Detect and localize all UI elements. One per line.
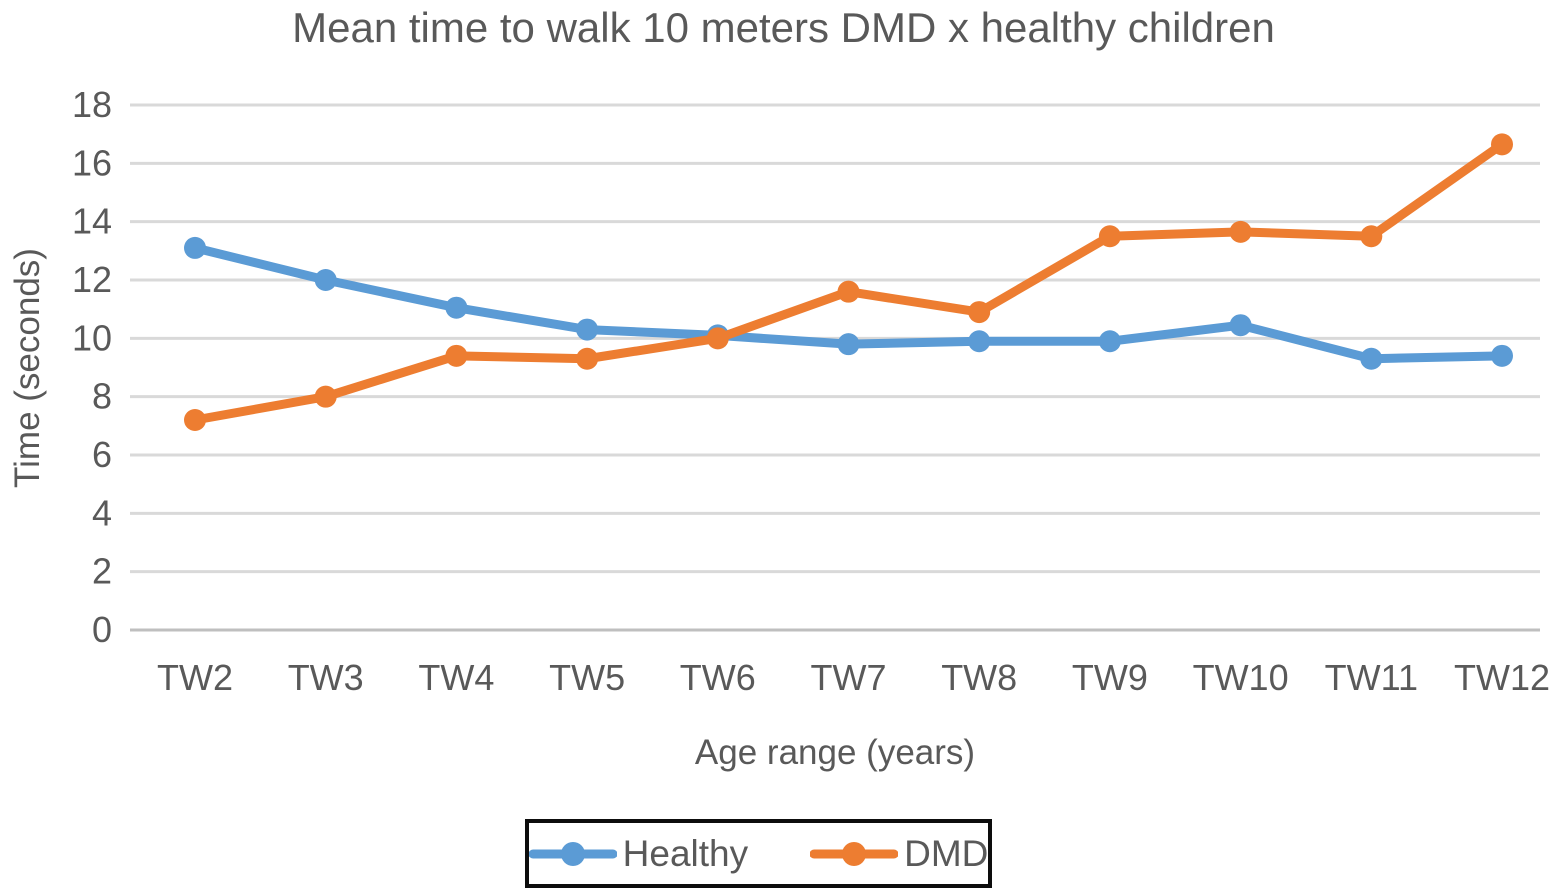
legend-swatch-dmd bbox=[810, 841, 899, 866]
y-tick-label: 2 bbox=[92, 551, 112, 592]
y-tick-label: 16 bbox=[72, 142, 112, 183]
data-point-dmd-tw8 bbox=[968, 301, 991, 324]
chart-title: Mean time to walk 10 meters DMD x health… bbox=[292, 4, 1275, 51]
x-tick-label: TW11 bbox=[1325, 657, 1418, 698]
x-tick-label: TW9 bbox=[1072, 657, 1148, 698]
data-point-dmd-tw6 bbox=[706, 327, 729, 350]
data-point-healthy-tw2 bbox=[184, 236, 206, 259]
y-tick-label: 0 bbox=[92, 609, 112, 650]
x-tick-label: TW6 bbox=[680, 657, 756, 698]
y-tick-label: 14 bbox=[72, 201, 112, 242]
data-point-dmd-tw12 bbox=[1491, 133, 1513, 156]
x-tick-label: TW8 bbox=[941, 657, 1017, 698]
legend-marker-healthy bbox=[560, 841, 585, 866]
data-point-healthy-tw4 bbox=[445, 296, 468, 319]
x-tick-label: TW5 bbox=[549, 657, 625, 698]
y-tick-label: 18 bbox=[72, 84, 112, 125]
data-point-dmd-tw7 bbox=[837, 280, 860, 303]
data-point-dmd-tw4 bbox=[445, 344, 468, 367]
x-tick-label: TW12 bbox=[1454, 657, 1550, 698]
y-tick-label: 4 bbox=[92, 492, 112, 533]
data-point-healthy-tw3 bbox=[314, 269, 337, 291]
data-point-healthy-tw8 bbox=[968, 330, 991, 353]
legend-marker-dmd bbox=[842, 841, 867, 866]
data-point-dmd-tw2 bbox=[184, 409, 206, 431]
data-point-healthy-tw12 bbox=[1491, 344, 1513, 367]
data-point-dmd-tw9 bbox=[1098, 225, 1121, 248]
data-point-healthy-tw11 bbox=[1360, 347, 1383, 370]
x-tick-label: TW3 bbox=[288, 657, 364, 698]
x-tick-label: TW7 bbox=[811, 657, 887, 698]
y-tick-label: 8 bbox=[92, 376, 112, 417]
legend-label-healthy: Healthy bbox=[622, 832, 749, 874]
data-point-healthy-tw7 bbox=[837, 333, 860, 356]
y-tick-label: 10 bbox=[72, 317, 112, 358]
legend: Healthy DMD bbox=[525, 819, 992, 888]
data-point-dmd-tw3 bbox=[314, 385, 337, 408]
x-tick-label: TW4 bbox=[418, 657, 494, 698]
data-point-healthy-tw5 bbox=[576, 318, 599, 341]
x-tick-label: TW10 bbox=[1193, 657, 1289, 698]
data-point-healthy-tw9 bbox=[1098, 330, 1121, 353]
y-tick-label: 6 bbox=[92, 434, 112, 475]
x-axis-title: Age range (years) bbox=[694, 733, 976, 772]
legend-item-dmd: DMD bbox=[810, 833, 988, 875]
y-tick-label: 12 bbox=[72, 259, 112, 300]
data-point-dmd-tw5 bbox=[576, 347, 599, 370]
data-point-dmd-tw11 bbox=[1360, 225, 1383, 248]
legend-label-dmd: DMD bbox=[904, 832, 989, 874]
legend-item-healthy: Healthy bbox=[528, 832, 749, 875]
legend-swatch-healthy bbox=[528, 841, 617, 866]
data-point-dmd-tw10 bbox=[1229, 220, 1252, 243]
x-tick-label: TW2 bbox=[157, 657, 233, 698]
data-point-healthy-tw10 bbox=[1229, 314, 1252, 337]
